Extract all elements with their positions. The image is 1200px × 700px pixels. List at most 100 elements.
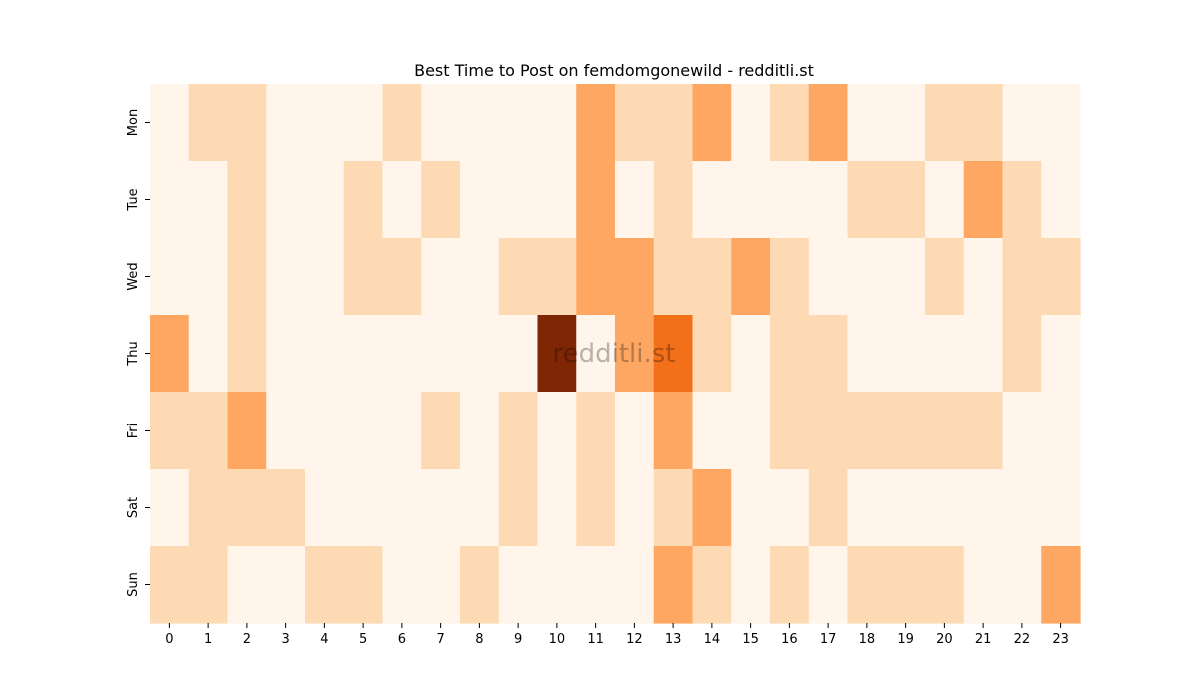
heatmap-cell xyxy=(227,84,267,162)
heatmap-cell xyxy=(576,238,616,316)
heatmap-cell xyxy=(421,392,461,470)
heatmap-cell xyxy=(188,546,229,624)
heatmap-cell xyxy=(925,238,965,316)
heatmap-cell xyxy=(692,546,732,624)
heatmap-cell xyxy=(925,315,965,393)
heatmap-cell xyxy=(150,84,190,162)
heatmap-cell xyxy=(1002,84,1042,162)
x-tick-label: 3 xyxy=(281,632,289,647)
heatmap-cell xyxy=(498,84,539,162)
heatmap-cell xyxy=(1041,392,1081,470)
heatmap-cell xyxy=(808,392,849,470)
heatmap-cell xyxy=(227,392,267,470)
heatmap-cell xyxy=(498,392,539,470)
heatmap-cell xyxy=(731,238,771,316)
heatmap-cell xyxy=(576,546,616,624)
x-tick-label: 15 xyxy=(742,632,759,647)
x-tick-label: 1 xyxy=(204,632,212,647)
heatmap-cell xyxy=(266,469,306,547)
heatmap-cell xyxy=(266,84,306,162)
heatmap-cell xyxy=(963,469,1004,547)
heatmap-cell xyxy=(692,469,732,547)
heatmap-cell xyxy=(421,315,461,393)
heatmap-cell xyxy=(343,238,384,316)
heatmap-cell xyxy=(576,161,616,239)
heatmap-cell xyxy=(227,315,267,393)
x-tick-label: 0 xyxy=(165,632,173,647)
heatmap-cell xyxy=(692,315,732,393)
heatmap-cell xyxy=(692,84,732,162)
heatmap-cell xyxy=(498,238,539,316)
y-tick-label: Tue xyxy=(126,188,141,211)
x-tick-label: 9 xyxy=(514,632,522,647)
x-tick-label: 5 xyxy=(359,632,367,647)
heatmap-cell xyxy=(227,238,267,316)
heatmap-cell xyxy=(847,161,887,239)
heatmap-cell xyxy=(925,84,965,162)
x-tick-label: 21 xyxy=(975,632,992,647)
y-tick-label: Mon xyxy=(126,109,141,136)
heatmap-cell xyxy=(808,238,849,316)
x-tick-label: 8 xyxy=(475,632,483,647)
x-axis: 0 1 2 3 4 5 6 7 8 9 10 11 12 13 14 15 16 17 18 19 20 21 22 23 xyxy=(165,623,1069,647)
heatmap-cell xyxy=(343,161,384,239)
heatmap-cell xyxy=(460,161,500,239)
heatmap-cell xyxy=(886,238,926,316)
heatmap-cell xyxy=(537,238,577,316)
x-tick-label: 14 xyxy=(704,632,721,647)
heatmap-cell xyxy=(498,546,539,624)
x-tick-label: 6 xyxy=(398,632,406,647)
heatmap-cell xyxy=(731,84,771,162)
heatmap-cell xyxy=(770,392,810,470)
heatmap-cell xyxy=(692,161,732,239)
heatmap-cell xyxy=(266,161,306,239)
heatmap-cell xyxy=(1002,315,1042,393)
y-tick-label: Sat xyxy=(126,497,141,518)
heatmap-cell xyxy=(537,315,577,393)
heatmap-cell xyxy=(150,238,190,316)
heatmap-cell xyxy=(537,84,577,162)
heatmap-cell xyxy=(692,238,732,316)
heatmap-cell xyxy=(305,161,345,239)
heatmap-cell xyxy=(305,84,345,162)
heatmap-cell xyxy=(537,161,577,239)
heatmap-cell xyxy=(615,161,655,239)
x-tick-label: 18 xyxy=(859,632,876,647)
heatmap-cell xyxy=(770,315,810,393)
heatmap-cell xyxy=(731,161,771,239)
heatmap-cell xyxy=(460,469,500,547)
x-tick-label: 19 xyxy=(897,632,914,647)
heatmap-cell xyxy=(537,546,577,624)
heatmap-cell xyxy=(925,392,965,470)
heatmap-cells xyxy=(150,84,1081,624)
heatmap-cell xyxy=(770,84,810,162)
heatmap-cell xyxy=(925,469,965,547)
heatmap-cell xyxy=(1002,546,1042,624)
heatmap-cell xyxy=(653,392,694,470)
heatmap-cell xyxy=(808,161,849,239)
heatmap-cell xyxy=(227,546,267,624)
heatmap-cell xyxy=(847,392,887,470)
x-tick-label: 10 xyxy=(549,632,566,647)
heatmap-cell xyxy=(305,315,345,393)
heatmap-cell xyxy=(653,161,694,239)
heatmap-cell xyxy=(227,469,267,547)
heatmap-cell xyxy=(305,546,345,624)
heatmap-cell xyxy=(1041,469,1081,547)
heatmap-cell xyxy=(150,392,190,470)
heatmap-cell xyxy=(847,469,887,547)
heatmap-cell xyxy=(808,546,849,624)
heatmap-cell xyxy=(886,161,926,239)
heatmap-cell xyxy=(421,84,461,162)
heatmap-cell xyxy=(847,84,887,162)
x-tick-label: 11 xyxy=(587,632,604,647)
heatmap-cell xyxy=(498,161,539,239)
heatmap-cell xyxy=(421,546,461,624)
heatmap-cell xyxy=(1002,392,1042,470)
heatmap-cell xyxy=(963,392,1004,470)
heatmap-cell xyxy=(847,238,887,316)
heatmap-cell xyxy=(731,469,771,547)
x-tick-label: 2 xyxy=(243,632,251,647)
heatmap-cell xyxy=(770,546,810,624)
heatmap-cell xyxy=(770,238,810,316)
